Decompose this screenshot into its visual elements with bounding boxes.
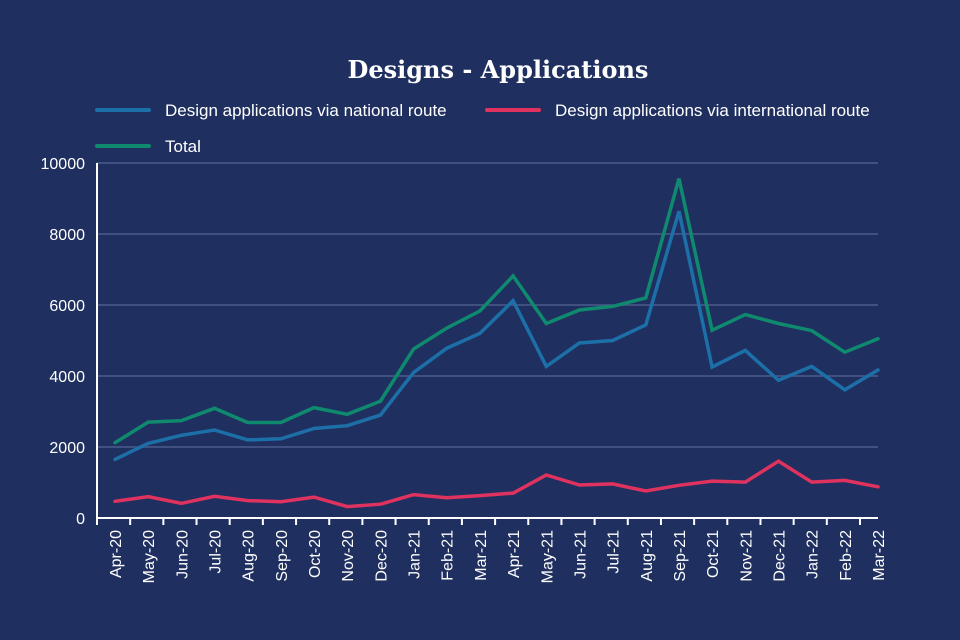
legend-label: Total [165,137,201,156]
x-tick-label: Mar-22 [871,530,888,581]
x-tick-label: Aug-20 [241,530,258,582]
x-tick-label: Jan-21 [407,530,424,579]
x-tick-label: Mar-21 [473,530,490,581]
x-tick-label: Jul-21 [606,530,623,574]
y-tick-label: 10000 [41,156,86,173]
x-tick-label: May-21 [539,530,556,583]
y-tick-label: 6000 [49,298,85,315]
x-tick-label: May-20 [141,530,158,583]
y-tick-label: 2000 [49,440,85,457]
x-tick-label: Jun-21 [572,530,589,579]
x-tick-label: Sep-21 [672,530,689,582]
series-line-3 [113,178,880,445]
y-tick-label: 0 [76,511,85,528]
x-tick-label: Nov-20 [340,530,357,582]
x-tick-label: Jun-20 [174,530,191,579]
x-tick-label: Aug-21 [639,530,656,582]
x-tick-label: Dec-20 [373,530,390,582]
legend-label: Design applications via international ro… [555,101,870,120]
x-tick-label: Apr-20 [108,530,125,578]
x-tick-label: Oct-20 [307,530,324,578]
plot-area [113,178,880,509]
y-tick-label: 4000 [49,369,85,386]
x-tick-label: Apr-21 [506,530,523,578]
x-tick-label: Feb-21 [440,530,457,581]
series-line-1 [113,210,880,462]
series-line-2 [113,459,880,509]
legend-item: Design applications via national route [95,101,447,120]
x-tick-label: Nov-21 [738,530,755,582]
y-tick-label: 8000 [49,227,85,244]
x-tick-label: Oct-21 [705,530,722,578]
x-tick-label: Dec-21 [771,530,788,582]
legend-item: Design applications via international ro… [485,101,870,120]
x-axis: Apr-20 May-20 Jun-20 Jul-20 Aug-20 Sep-20 Oct-… [96,517,888,583]
x-tick-label: Sep-20 [274,530,291,582]
x-tick-label: Feb-22 [838,530,855,581]
y-axis: 0 2000 4000 6000 8000 10000 [41,156,98,528]
chart-title: Designs - Applications [348,55,649,84]
x-tick-label: Jan-22 [805,530,822,579]
legend-item: Total [95,137,201,156]
x-tick-label: Jul-20 [208,530,225,574]
legend: Design applications via national route De… [95,101,870,156]
legend-label: Design applications via national route [165,101,447,120]
